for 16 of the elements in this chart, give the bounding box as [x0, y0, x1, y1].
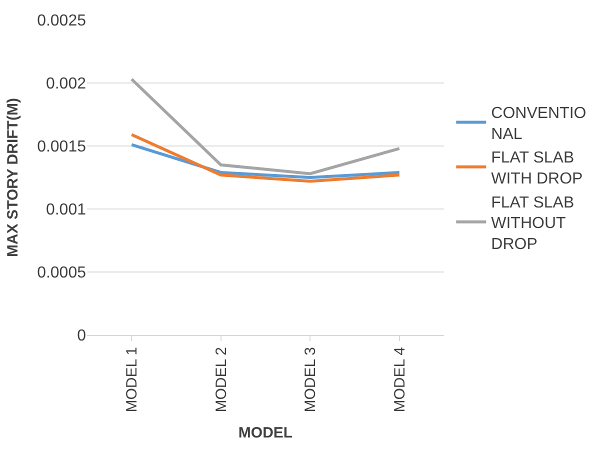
legend-label: FLAT SLAB WITHOUT DROP [491, 194, 574, 253]
x-tick-label: MODEL 3 [302, 347, 320, 412]
y-tick-label: 0 [77, 328, 86, 345]
y-tick-label: 0.002 [46, 76, 86, 93]
x-axis-title: MODEL [238, 424, 293, 442]
x-tick-label: MODEL 4 [391, 347, 408, 412]
x-tick-label: MODEL 1 [124, 347, 141, 412]
legend-label: CONVENTIONAL [491, 105, 586, 143]
legend-label: FLAT SLAB WITH DROP [491, 150, 583, 188]
y-tick-label: 0.0025 [37, 12, 86, 30]
y-tick-label: 0.0015 [37, 138, 86, 156]
x-tick-label: MODEL 2 [212, 347, 230, 412]
y-tick-label: 0.0005 [37, 264, 86, 282]
line-series [130, 78, 401, 176]
y-tick-label: 0.001 [46, 202, 86, 219]
y-axis-title: MAX STORY DRIFT(M) [4, 98, 22, 257]
